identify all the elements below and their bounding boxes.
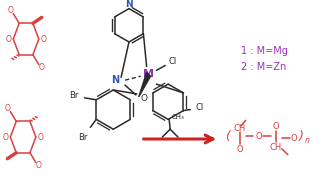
Text: CH₃: CH₃ xyxy=(172,115,184,120)
Text: O: O xyxy=(273,122,279,131)
Text: n: n xyxy=(305,136,310,146)
Text: O: O xyxy=(140,94,147,103)
Text: O: O xyxy=(39,63,45,72)
Text: O: O xyxy=(290,133,297,143)
Text: O: O xyxy=(5,104,10,113)
Text: O: O xyxy=(36,161,42,170)
Text: Br: Br xyxy=(69,91,78,100)
Text: O: O xyxy=(237,145,243,154)
Text: Br: Br xyxy=(78,132,87,142)
Text: O: O xyxy=(255,132,262,141)
Text: Cl: Cl xyxy=(195,103,203,112)
Polygon shape xyxy=(139,72,151,97)
Text: O: O xyxy=(41,35,47,43)
Text: (: ( xyxy=(225,130,229,143)
Text: CH: CH xyxy=(234,124,246,133)
Text: Cl: Cl xyxy=(169,57,177,66)
Text: O: O xyxy=(6,35,11,43)
Text: O: O xyxy=(3,132,8,142)
Text: N: N xyxy=(111,75,119,85)
Text: CH: CH xyxy=(270,143,282,152)
Text: ): ) xyxy=(299,130,304,143)
Text: N: N xyxy=(125,0,133,9)
Text: O: O xyxy=(38,132,44,142)
Text: 2 : M=Zn: 2 : M=Zn xyxy=(241,62,286,72)
Text: O: O xyxy=(7,6,13,15)
Text: M: M xyxy=(143,69,154,79)
Text: 1 : M=Mg: 1 : M=Mg xyxy=(241,46,288,56)
